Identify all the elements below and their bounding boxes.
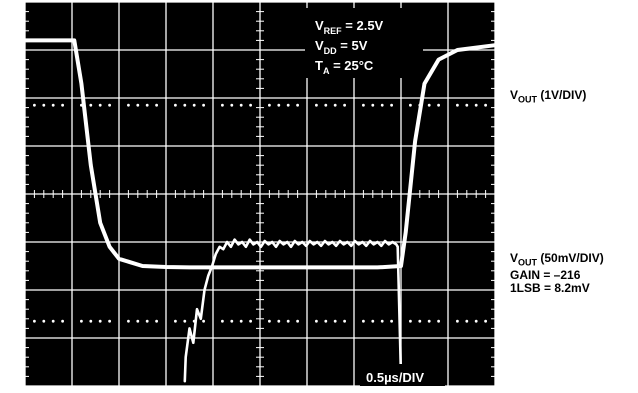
percent-dot: [33, 103, 36, 107]
percent-dot: [221, 319, 224, 323]
percent-dot: [221, 103, 224, 107]
percent-dot: [333, 319, 337, 323]
percent-dot: [315, 319, 318, 323]
percent-dot: [484, 319, 487, 323]
percent-dot: [390, 103, 393, 107]
condition-vdd: VDD = 5V: [315, 38, 368, 56]
percent-dot: [296, 319, 299, 323]
percent-dot: [277, 319, 281, 323]
percent-dot: [343, 319, 346, 323]
percent-dot: [126, 103, 130, 107]
percent-dot: [324, 319, 328, 323]
percent-dot: [437, 319, 440, 323]
channel2-lsb: 1LSB = 8.2mV: [510, 281, 590, 296]
percent-dot: [371, 319, 375, 323]
percent-dot: [230, 319, 234, 323]
timebase-box: [360, 364, 445, 386]
percent-dot: [333, 103, 337, 107]
percent-dot: [61, 103, 64, 107]
percent-dot: [61, 319, 64, 323]
percent-dot: [484, 103, 487, 107]
percent-mark-top_90: 90: [15, 116, 25, 126]
percent-dot: [362, 103, 365, 107]
percent-dot: [145, 319, 149, 323]
percent-dot: [42, 103, 46, 107]
percent-dot: [51, 319, 55, 323]
percent-dot: [465, 103, 469, 107]
percent-dot: [108, 319, 111, 323]
trace-vout-50mv-div: [183, 238, 403, 383]
percent-dot: [409, 103, 412, 107]
percent-dot: [343, 103, 346, 107]
channel2-label: VOUT (50mV/DIV) GAIN = –216 1LSB = 8.2mV: [510, 252, 604, 295]
percent-mark-bottom_0: 0%: [4, 316, 17, 326]
percent-dot: [427, 103, 431, 107]
percent-dot: [192, 103, 196, 107]
percent-dot: [286, 319, 290, 323]
percent-dot: [268, 319, 271, 323]
percent-dot: [230, 103, 234, 107]
percent-dot: [286, 103, 290, 107]
percent-dot: [239, 103, 243, 107]
condition-ta: TA = 25°C: [315, 58, 374, 76]
percent-dot: [380, 103, 384, 107]
percent-dot: [315, 103, 318, 107]
percent-dot: [390, 319, 393, 323]
percent-dot: [89, 103, 93, 107]
percent-dot: [474, 319, 478, 323]
percent-dot: [98, 103, 102, 107]
percent-dot: [89, 319, 93, 323]
percent-mark-top_100: 100: [8, 100, 23, 110]
percent-dot: [155, 319, 159, 323]
percent-dot: [42, 319, 46, 323]
percent-dot: [174, 103, 177, 107]
conditions-box: [305, 8, 423, 78]
trace-vout-1v-div: [23, 38, 497, 270]
percent-dot: [371, 103, 375, 107]
percent-dot: [145, 103, 149, 107]
percent-dot: [418, 319, 422, 323]
percent-dot: [249, 103, 253, 107]
percent-dot: [456, 319, 459, 323]
percent-dot: [380, 319, 384, 323]
percent-dot: [456, 103, 459, 107]
condition-vref: VREF = 2.5V: [315, 18, 384, 36]
percent-dot: [183, 319, 187, 323]
channel2-gain: GAIN = –216: [510, 268, 581, 283]
percent-dot: [126, 319, 130, 323]
percent-dot: [202, 319, 206, 323]
percent-marks: 100 90 10 0%: [4, 100, 25, 326]
percent-dot: [33, 319, 36, 323]
percent-dot: [51, 103, 55, 107]
percent-dot: [362, 319, 365, 323]
percent-dot: [155, 103, 159, 107]
waveform-traces: [23, 38, 497, 383]
percent-dot: [268, 103, 271, 107]
percent-dot: [427, 319, 431, 323]
percent-dot: [136, 103, 140, 107]
percent-dot: [437, 103, 440, 107]
percent-dot: [202, 103, 206, 107]
percent-dot: [174, 319, 177, 323]
percent-dot: [239, 319, 243, 323]
percent-dot: [249, 319, 253, 323]
percent-dot: [98, 319, 102, 323]
channel2-title: VOUT (50mV/DIV): [510, 251, 604, 268]
percent-dot: [474, 103, 478, 107]
percent-dot: [277, 103, 281, 107]
percent-dot: [183, 103, 187, 107]
percent-mark-bottom_10: 10: [14, 291, 24, 301]
percent-dot: [80, 319, 83, 323]
percent-dot: [136, 319, 140, 323]
percent-dot: [324, 103, 328, 107]
channel1-label: VOUT (1V/DIV): [510, 88, 587, 105]
percent-dot: [409, 319, 412, 323]
timebase-label: 0.5µs/DIV: [366, 370, 424, 385]
percent-dot: [108, 103, 111, 107]
percent-dot: [465, 319, 469, 323]
percent-dot: [296, 103, 299, 107]
